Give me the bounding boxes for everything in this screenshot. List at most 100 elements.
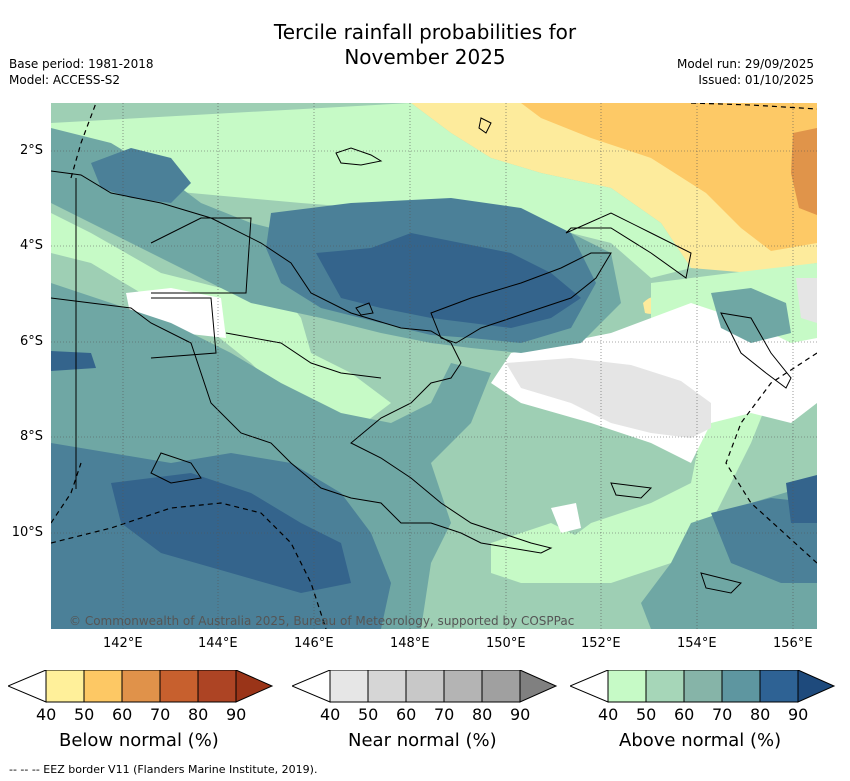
manus: [335, 147, 383, 166]
lat-label-4s: 4°S: [19, 238, 43, 253]
below-tick-50: 50: [74, 705, 95, 724]
cbar-near-80: [481, 670, 521, 703]
gridline-layer: [51, 103, 817, 629]
model-run: Model run: 29/09/2025: [676, 57, 814, 71]
near40-region: [506, 358, 711, 438]
cbar-near-60: [405, 670, 445, 703]
cbar-above-under: [570, 670, 609, 703]
d-entrecasteaux: [610, 482, 653, 499]
below-tick-60: 60: [112, 705, 133, 724]
lon-label-148e: 148°E: [390, 636, 430, 651]
lat-label-2s: 2°S: [19, 143, 43, 158]
cbar-below-under: [8, 670, 47, 703]
cbar-below-80: [197, 670, 237, 703]
eez-border-nw: [70, 103, 97, 179]
eez-border-south: [51, 502, 327, 629]
near-tick-50: 50: [358, 705, 379, 724]
colorbar-near: [292, 670, 558, 703]
model-name: Model: ACCESS-S2: [9, 73, 121, 87]
above60-ne: [711, 288, 791, 343]
below60-region: [791, 128, 817, 215]
colorbar-above: [570, 670, 836, 703]
above-tick-90: 90: [788, 705, 809, 724]
bougainville: [720, 312, 792, 389]
cbar-below-40: [45, 670, 85, 703]
eez-border-layer: [51, 103, 817, 629]
lat-label-10s: 10°S: [11, 525, 43, 540]
issued-date: Issued: 01/10/2025: [698, 73, 814, 87]
lat-label-6s: 6°S: [19, 334, 43, 349]
eez-border-east: [725, 352, 817, 564]
cbar-below-over: [235, 670, 274, 703]
cbar-above-over: [797, 670, 836, 703]
above80-east: [786, 475, 817, 523]
province-border-2: [150, 217, 252, 294]
eez-border-sw: [51, 462, 82, 524]
colorbar-below: [8, 670, 274, 703]
new-britain: [430, 252, 612, 344]
above80-center: [316, 233, 581, 328]
near-white-west: [126, 288, 226, 338]
louisiade: [700, 572, 742, 594]
below-normal-label: Below normal (%): [59, 730, 219, 751]
cbar-below-70: [159, 670, 199, 703]
lon-label-156e: 156°E: [773, 636, 813, 651]
lon-label-142e: 142°E: [103, 636, 143, 651]
new-ireland: [565, 212, 692, 279]
below50-region: [521, 103, 817, 251]
nw-coast: [51, 170, 553, 554]
lon-label-152e: 152°E: [581, 636, 621, 651]
near-normal-label: Near normal (%): [348, 730, 497, 751]
province-border-1: [150, 297, 217, 359]
title-line-1: Tercile rainfall probabilities for: [273, 20, 577, 44]
lon-label-144e: 144°E: [198, 636, 238, 651]
lon-label-146e: 146°E: [294, 636, 334, 651]
above-tick-80: 80: [750, 705, 771, 724]
above-tick-50: 50: [636, 705, 657, 724]
province-border-3: [225, 332, 382, 379]
below-tick-80: 80: [188, 705, 209, 724]
cbar-near-over: [519, 670, 558, 703]
meta-left: Base period: 1981-2018 Model: ACCESS-S2: [9, 56, 154, 88]
near40-east: [796, 278, 817, 323]
cbar-near-40: [329, 670, 369, 703]
near-white-south: [551, 503, 581, 533]
near-tick-90: 90: [510, 705, 531, 724]
above-normal-label: Above normal (%): [619, 730, 782, 751]
lon-label-150e: 150°E: [486, 636, 526, 651]
above-tick-40: 40: [598, 705, 619, 724]
above40-north: [51, 103, 691, 278]
eez-footer-note: -- -- -- EEZ border V11 (Flanders Marine…: [9, 763, 318, 776]
above70-north: [91, 148, 191, 203]
cbar-near-under: [292, 670, 331, 703]
cbar-above-70: [721, 670, 761, 703]
cbar-below-50: [83, 670, 123, 703]
base-period: Base period: 1981-2018: [9, 57, 154, 71]
cbar-above-40: [607, 670, 647, 703]
below-tick-40: 40: [36, 705, 57, 724]
near-tick-80: 80: [472, 705, 493, 724]
cbar-above-60: [683, 670, 723, 703]
above70-east: [711, 498, 817, 583]
lat-label-8s: 8°S: [19, 429, 43, 444]
manam-island: [355, 302, 374, 316]
cbar-above-80: [759, 670, 799, 703]
ne-island: [478, 117, 492, 134]
map-title: Tercile rainfall probabilities for Novem…: [0, 20, 850, 70]
meta-right: Model run: 29/09/2025 Issued: 01/10/2025: [677, 56, 814, 88]
title-line-2: November 2025: [344, 45, 506, 69]
eez-border-ne: [690, 103, 817, 110]
near-tick-40: 40: [320, 705, 341, 724]
below-tick-90: 90: [226, 705, 247, 724]
near-tick-70: 70: [434, 705, 455, 724]
near-tick-60: 60: [396, 705, 417, 724]
above80-west: [51, 351, 96, 371]
south-island: [150, 452, 202, 484]
below-tick-70: 70: [150, 705, 171, 724]
lon-label-154e: 154°E: [677, 636, 717, 651]
above-tick-70: 70: [712, 705, 733, 724]
cbar-near-70: [443, 670, 483, 703]
cbar-near-50: [367, 670, 407, 703]
probability-map: © Commonwealth of Australia 2025, Bureau…: [51, 103, 817, 629]
above-tick-60: 60: [674, 705, 695, 724]
